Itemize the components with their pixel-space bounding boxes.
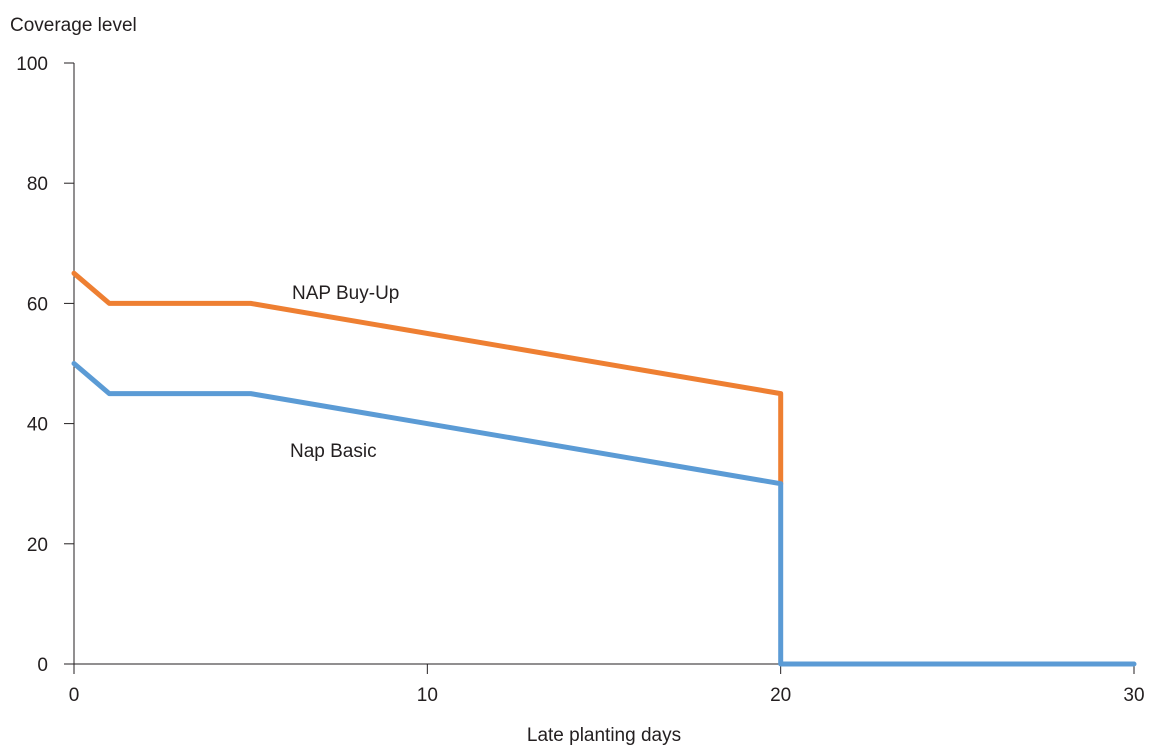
series-label-nap-buy-up: NAP Buy-Up bbox=[292, 283, 399, 304]
y-tick-label: 0 bbox=[37, 655, 48, 676]
x-tick-label: 20 bbox=[770, 685, 791, 706]
x-axis-title: Late planting days bbox=[527, 725, 681, 746]
series-line-nap-basic bbox=[71, 361, 1137, 667]
x-tick-label: 30 bbox=[1123, 685, 1144, 706]
series-labels: NAP Buy-Up Nap Basic bbox=[290, 283, 399, 462]
y-axis-title: Coverage level bbox=[10, 15, 137, 36]
y-tick-label: 80 bbox=[27, 174, 48, 195]
y-tick-label: 60 bbox=[27, 294, 48, 315]
series-line-nap-buy-up bbox=[71, 270, 784, 487]
x-tick-label: 0 bbox=[69, 685, 80, 706]
series-layer bbox=[71, 270, 1137, 667]
x-tick-label: 10 bbox=[417, 685, 438, 706]
series-label-nap-basic: Nap Basic bbox=[290, 441, 377, 462]
axes: 0 20 40 60 80 100 0 10 20 30 bbox=[16, 54, 1144, 706]
y-tick-label: 100 bbox=[16, 54, 48, 75]
y-tick-label: 20 bbox=[27, 535, 48, 556]
y-tick-label: 40 bbox=[27, 415, 48, 436]
